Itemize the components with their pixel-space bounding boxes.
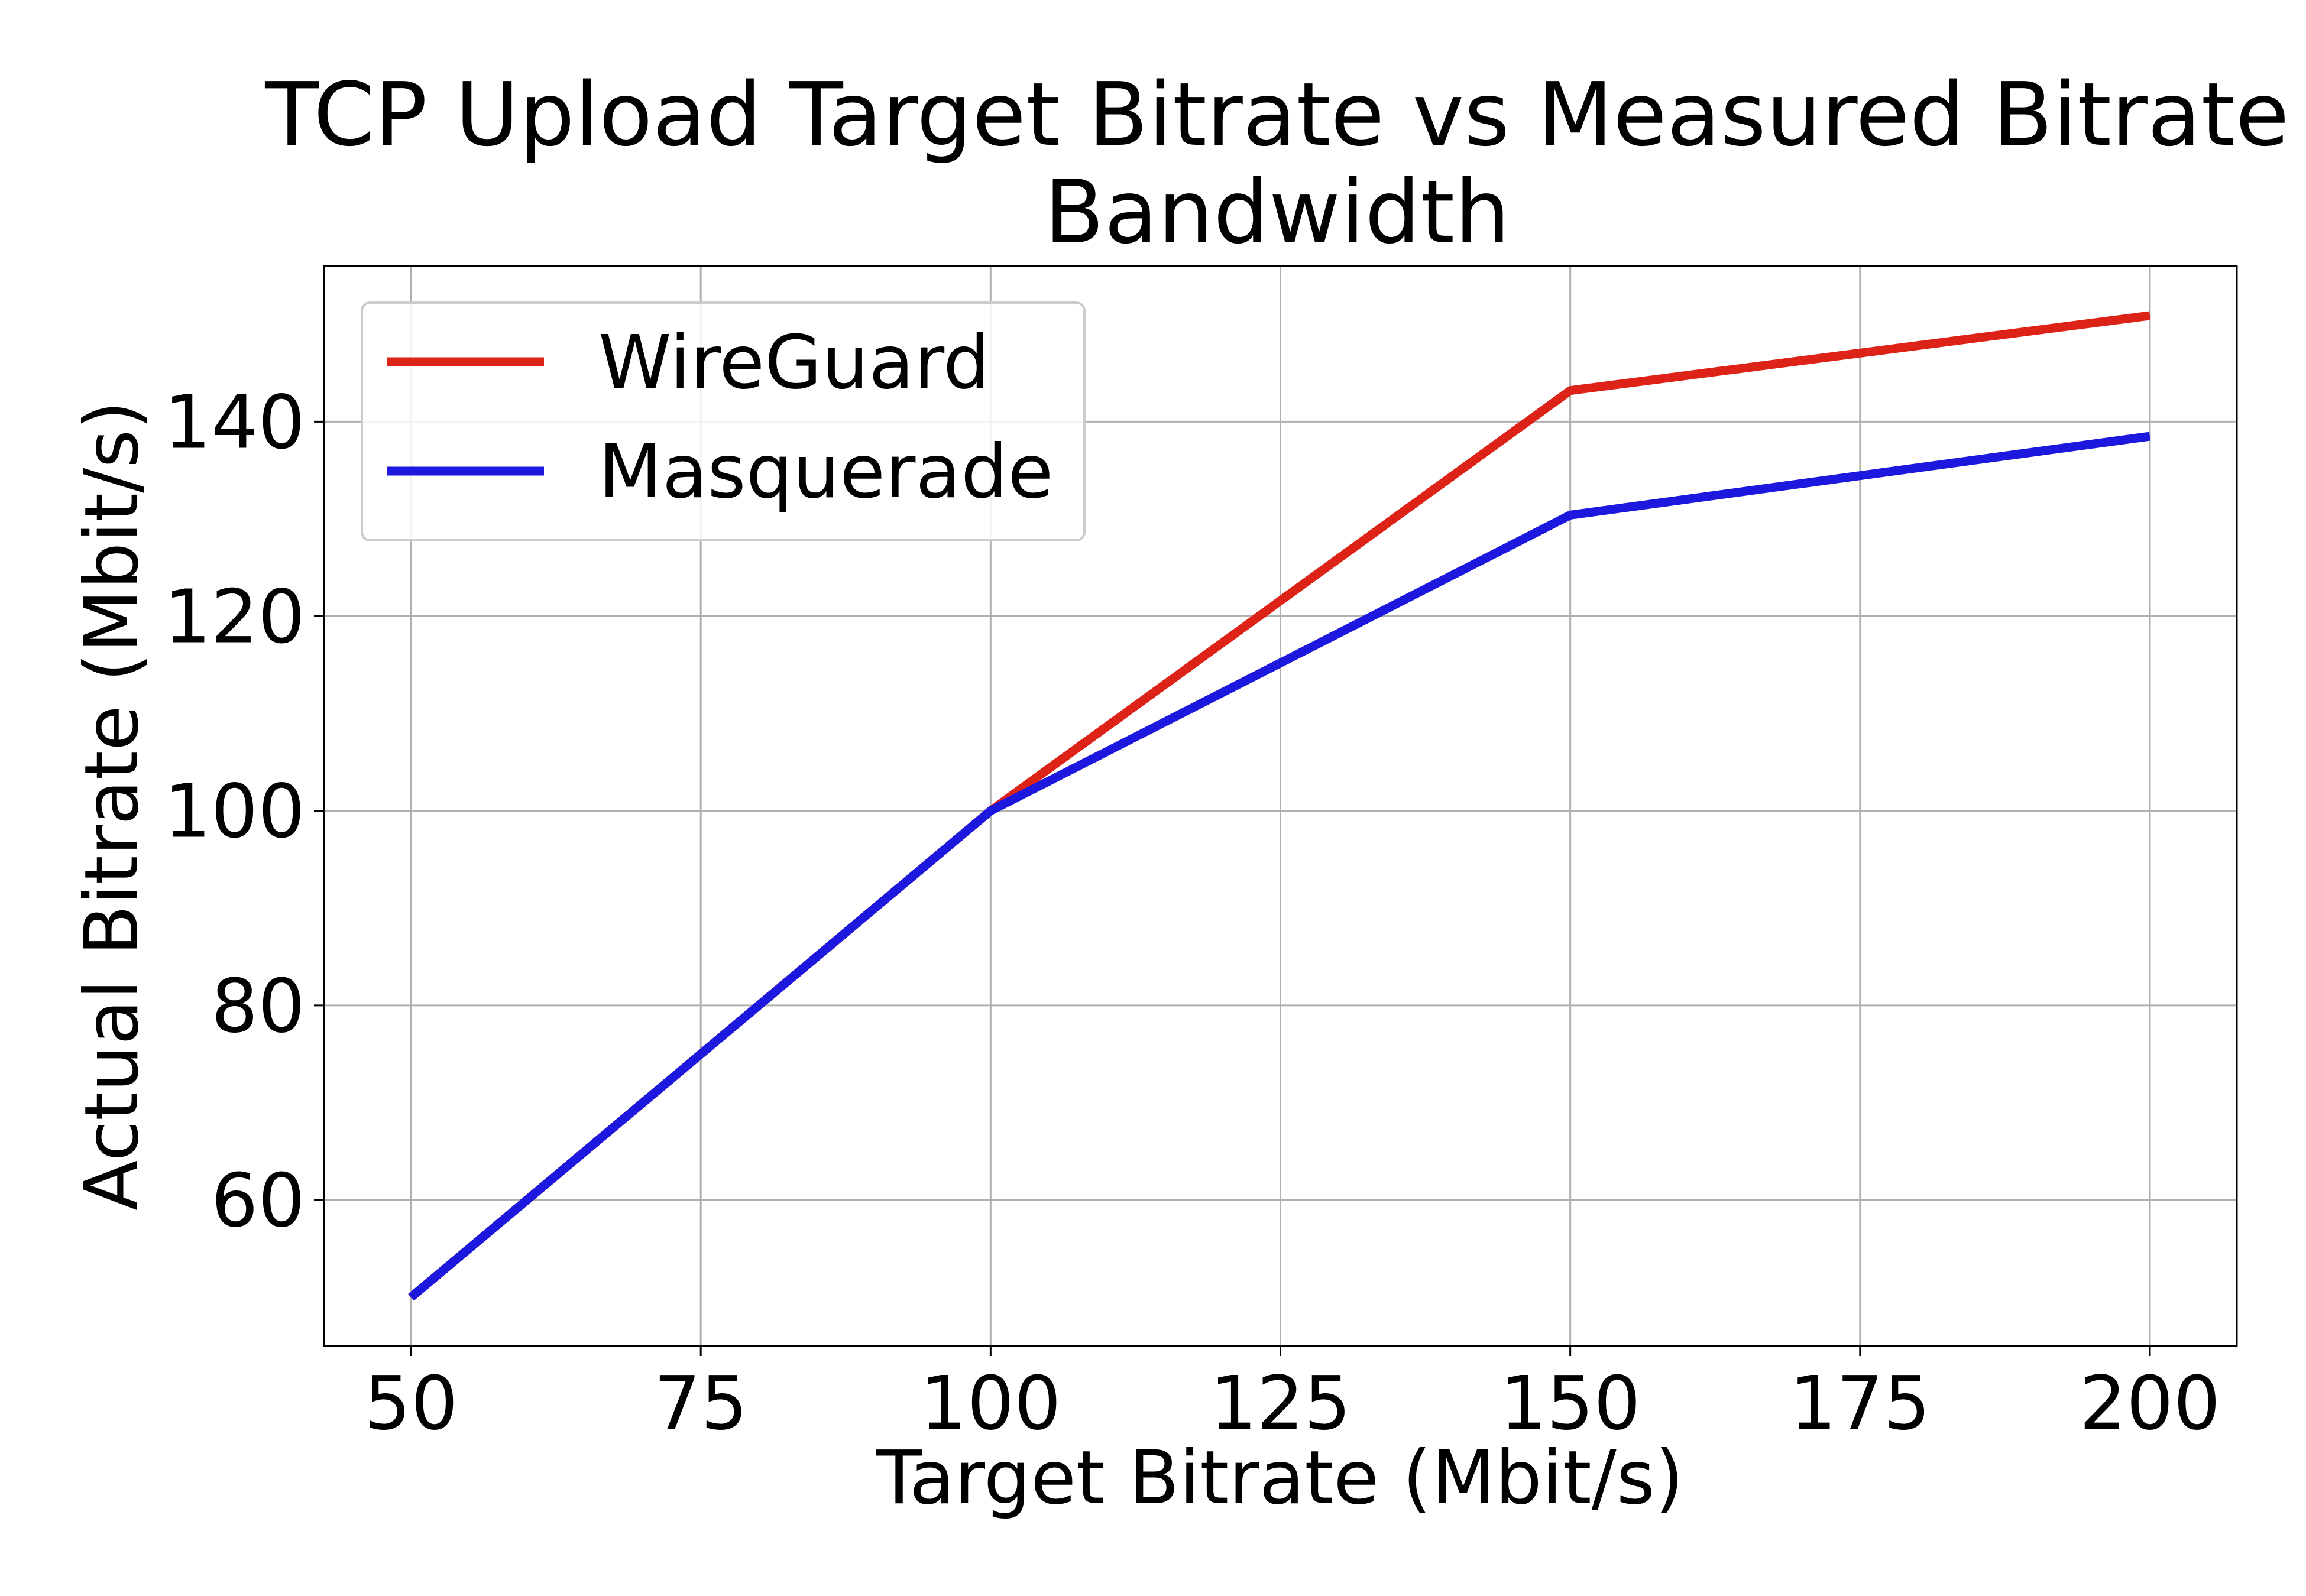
y-tick-label: 80 [211,964,305,1049]
x-tick-label: 150 [1499,1361,1641,1446]
legend-label-masquerade: Masquerade [598,429,1053,515]
x-axis-ticks: 50 75 100 125 150 175 200 [364,1346,2221,1446]
x-tick-label: 100 [920,1361,1061,1446]
y-tick-label: 120 [164,575,305,660]
legend-label-wireguard: WireGuard [598,320,990,406]
y-tick-label: 140 [164,379,305,465]
series-lines [408,311,2150,1301]
x-axis-label: Target Bitrate (Mbit/s) [876,1435,1683,1521]
x-tick-label: 75 [654,1361,748,1446]
chart-title-line-2: Bandwidth [1044,161,1510,263]
y-tick-label: 100 [164,769,305,855]
chart-title-line-1: TCP Upload Target Bitrate vs Measured Bi… [264,64,2289,166]
y-axis-ticks: 60 80 100 120 140 [164,379,324,1244]
y-tick-label: 60 [211,1158,305,1244]
x-tick-label: 125 [1210,1361,1351,1446]
series-line-masquerade [408,432,2150,1301]
y-axis-label: Actual Bitrate (Mbit/s) [69,401,155,1211]
x-tick-label: 200 [2080,1361,2221,1446]
x-tick-label: 50 [364,1361,458,1446]
legend: WireGuard Masquerade [361,301,1086,541]
x-tick-label: 175 [1790,1361,1931,1446]
